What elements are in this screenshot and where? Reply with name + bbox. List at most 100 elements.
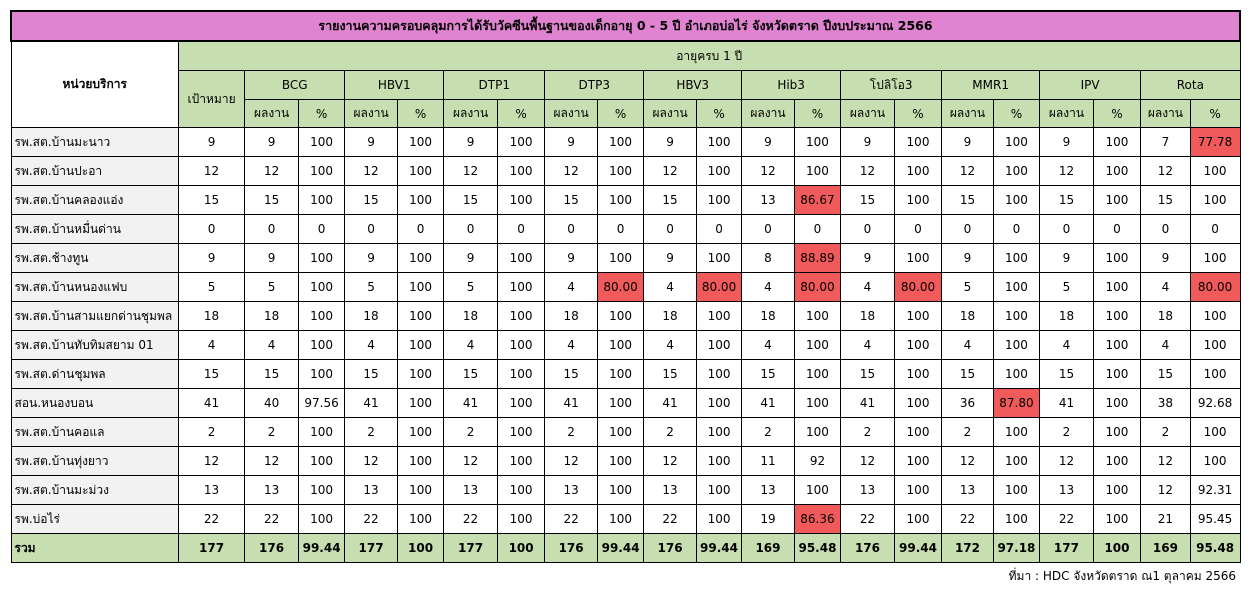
percent-cell: 100 xyxy=(893,330,943,360)
vaccine-header: HBV3 xyxy=(643,70,743,100)
result-cell: 15 xyxy=(344,359,398,389)
percent-cell: 100 xyxy=(1092,272,1142,302)
result-cell: 12 xyxy=(544,446,598,476)
result-cell: 0 xyxy=(1039,214,1094,244)
result-cell: 12 xyxy=(1140,156,1191,186)
percent-cell: 100 xyxy=(396,156,445,186)
result-subheader: ผลงาน xyxy=(643,99,697,128)
result-cell: 12 xyxy=(544,156,598,186)
percent-cell: 0 xyxy=(695,214,743,244)
percent-cell: 100 xyxy=(297,475,346,505)
percent-subheader: % xyxy=(297,99,346,128)
percent-cell: 100 xyxy=(992,301,1041,331)
percent-cell: 100 xyxy=(496,388,546,418)
percent-cell: 100 xyxy=(396,359,445,389)
result-cell: 11 xyxy=(741,446,795,476)
percent-cell: 80.00 xyxy=(893,272,943,302)
result-cell: 12 xyxy=(643,446,697,476)
result-cell: 5 xyxy=(941,272,994,302)
result-cell: 36 xyxy=(941,388,994,418)
percent-cell: 100 xyxy=(992,156,1041,186)
percent-cell: 100 xyxy=(396,330,445,360)
percent-cell: 100 xyxy=(893,301,943,331)
percent-cell: 80.00 xyxy=(793,272,842,302)
percent-cell: 100 xyxy=(793,127,842,157)
percent-cell: 100 xyxy=(596,127,645,157)
result-cell: 41 xyxy=(741,388,795,418)
result-cell: 15 xyxy=(840,185,895,215)
result-cell: 15 xyxy=(544,359,598,389)
percent-cell: 100 xyxy=(992,417,1041,447)
unit-name-cell: รพ.สต.ด่านชุมพล xyxy=(10,359,179,389)
percent-cell: 100 xyxy=(1189,330,1241,360)
percent-cell: 100 xyxy=(596,301,645,331)
percent-cell: 100 xyxy=(496,243,546,273)
total-result-cell: 176 xyxy=(244,533,299,563)
result-cell: 12 xyxy=(1140,475,1191,505)
result-cell: 12 xyxy=(244,446,299,476)
percent-cell: 100 xyxy=(893,359,943,389)
percent-cell: 100 xyxy=(396,475,445,505)
table-row: สอน.หนองบอน 41 40 97.56 41 100 41 100 41 100 41 100… xyxy=(10,388,1241,418)
percent-cell: 100 xyxy=(793,359,842,389)
result-cell: 22 xyxy=(344,504,398,534)
result-cell: 15 xyxy=(344,185,398,215)
result-cell: 0 xyxy=(840,214,895,244)
percent-cell: 100 xyxy=(1189,359,1241,389)
result-cell: 12 xyxy=(741,156,795,186)
percent-cell: 100 xyxy=(1092,417,1142,447)
total-label-cell: รวม xyxy=(10,533,179,563)
percent-cell: 0 xyxy=(992,214,1041,244)
percent-cell: 100 xyxy=(496,359,546,389)
unit-name-cell: รพ.สต.บ้านคอแล xyxy=(10,417,179,447)
result-cell: 4 xyxy=(344,330,398,360)
percent-cell: 100 xyxy=(596,156,645,186)
percent-cell: 100 xyxy=(496,185,546,215)
result-cell: 18 xyxy=(443,301,498,331)
result-subheader: ผลงาน xyxy=(840,99,895,128)
result-cell: 9 xyxy=(941,127,994,157)
result-cell: 18 xyxy=(741,301,795,331)
percent-cell: 100 xyxy=(596,359,645,389)
result-cell: 41 xyxy=(443,388,498,418)
result-cell: 15 xyxy=(443,359,498,389)
percent-cell: 100 xyxy=(1189,301,1241,331)
result-cell: 22 xyxy=(443,504,498,534)
result-cell: 41 xyxy=(544,388,598,418)
percent-cell: 0 xyxy=(893,214,943,244)
result-cell: 18 xyxy=(1039,301,1094,331)
result-cell: 13 xyxy=(443,475,498,505)
percent-cell: 80.00 xyxy=(596,272,645,302)
percent-cell: 100 xyxy=(893,417,943,447)
result-cell: 22 xyxy=(840,504,895,534)
percent-cell: 100 xyxy=(596,504,645,534)
total-percent-cell: 100 xyxy=(496,533,546,563)
target-cell: 5 xyxy=(177,272,246,302)
result-cell: 12 xyxy=(1140,446,1191,476)
result-cell: 40 xyxy=(244,388,299,418)
percent-cell: 100 xyxy=(893,185,943,215)
result-cell: 15 xyxy=(941,185,994,215)
percent-cell: 100 xyxy=(1092,504,1142,534)
result-cell: 18 xyxy=(244,301,299,331)
percent-cell: 92 xyxy=(793,446,842,476)
result-cell: 5 xyxy=(1039,272,1094,302)
percent-cell: 100 xyxy=(695,243,743,273)
percent-cell: 97.56 xyxy=(297,388,346,418)
table-row: รพ.สต.บ้านมะม่วง 13 13 100 13 100 13 100 13 100 13… xyxy=(10,475,1241,505)
result-cell: 9 xyxy=(741,127,795,157)
table-row: รพ.สต.ด่านชุมพล 15 15 100 15 100 15 100 15 100 15 1… xyxy=(10,359,1241,389)
percent-cell: 100 xyxy=(695,330,743,360)
result-cell: 12 xyxy=(840,156,895,186)
result-cell: 12 xyxy=(941,446,994,476)
result-cell: 18 xyxy=(544,301,598,331)
target-column-header: เป้าหมาย xyxy=(177,70,246,128)
percent-cell: 100 xyxy=(396,417,445,447)
result-subheader: ผลงาน xyxy=(941,99,994,128)
target-cell: 15 xyxy=(177,185,246,215)
target-cell: 18 xyxy=(177,301,246,331)
percent-cell: 100 xyxy=(1092,388,1142,418)
percent-cell: 100 xyxy=(695,301,743,331)
percent-cell: 0 xyxy=(297,214,346,244)
result-cell: 2 xyxy=(443,417,498,447)
